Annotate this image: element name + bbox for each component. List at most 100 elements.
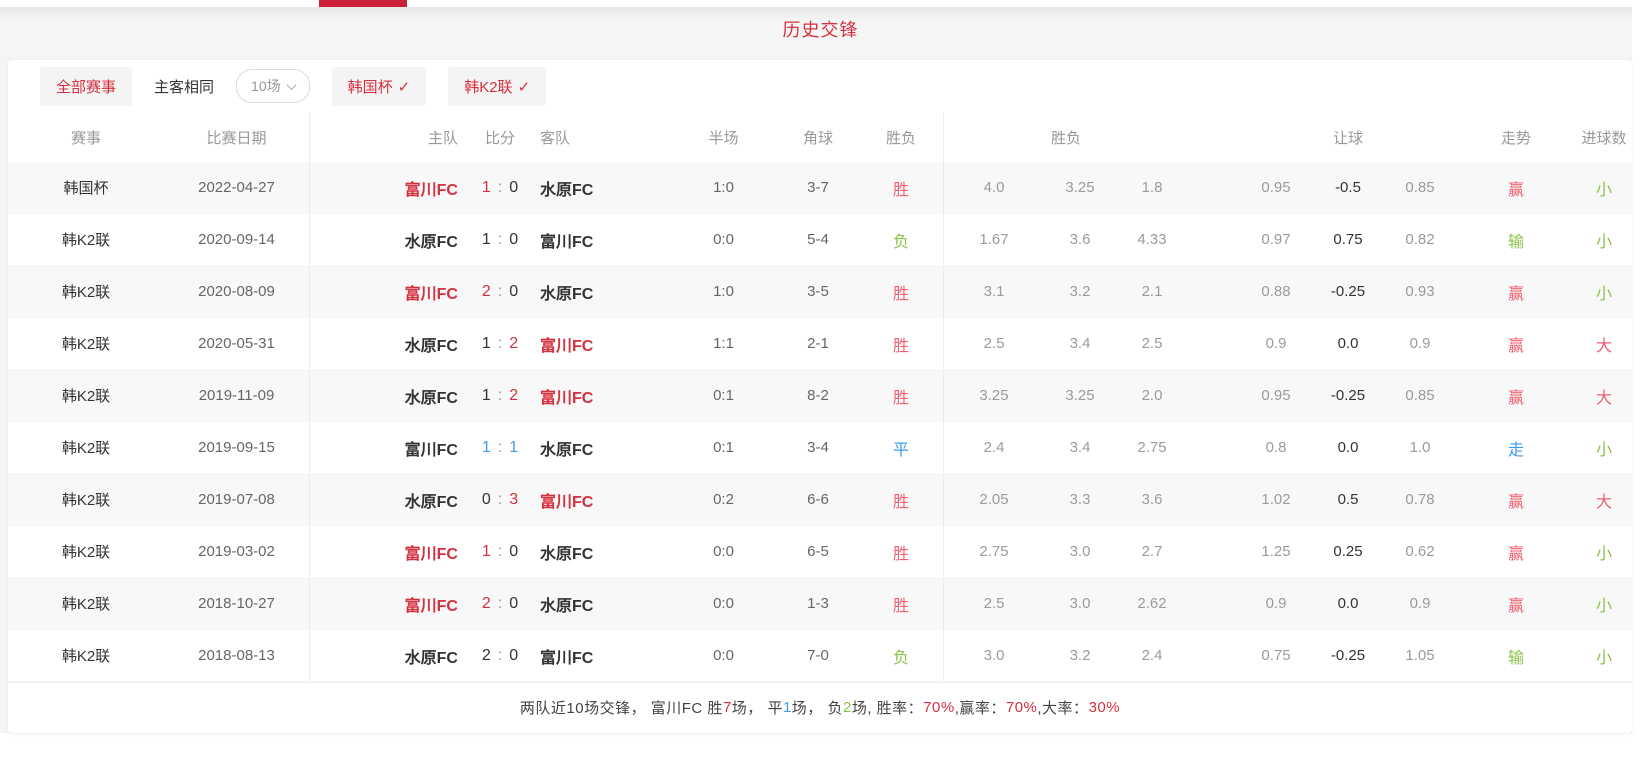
cell-spacer: [1188, 474, 1240, 525]
cell-event: 韩K2联: [61, 232, 111, 249]
cell-spacer: [1188, 630, 1240, 681]
table-row[interactable]: 韩K2联 2018-10-27 富川FC 2:0 水原FC 0:0 1-3 胜 2.5 3.0 2.…: [8, 578, 1632, 630]
table-row[interactable]: 韩K2联 2019-03-02 富川FC 1:0 水原FC 0:0 6-5 胜 2.75 3.0 2…: [8, 526, 1632, 578]
header-half: 半场: [708, 129, 739, 147]
cell-away-team: 富川FC: [540, 649, 594, 667]
cell-handicap-line: -0.25: [1330, 283, 1366, 300]
table-row[interactable]: 韩K2联 2019-07-08 水原FC 0:3 富川FC 0:2 6-6 胜 2.05 3.3 3…: [8, 474, 1632, 526]
cell-half-time: 1:0: [713, 179, 734, 196]
table-row[interactable]: 韩K2联 2019-09-15 富川FC 1:1 水原FC 0:1 3-4 平 2.4 3.4 2.…: [8, 422, 1632, 474]
cell-date: 2020-05-31: [164, 318, 310, 369]
cell-score: 2:0: [470, 266, 530, 317]
cell-half-time: 0:0: [713, 543, 734, 560]
summary-segment: 场， 平: [731, 700, 783, 717]
header-score: 比分: [484, 129, 515, 147]
table-row[interactable]: 韩国杯 2022-04-27 富川FC 1:0 水原FC 1:0 3-7 胜 4.0 3.25 1.…: [8, 162, 1632, 214]
cell-trend: 赢: [1507, 337, 1524, 355]
cell-home-team: 水原FC: [404, 233, 458, 251]
cell-spacer: [1188, 318, 1240, 369]
cell-home-team: 水原FC: [404, 337, 458, 355]
all-events-button[interactable]: 全部赛事: [40, 66, 133, 106]
check-icon: ✓: [517, 78, 531, 96]
match-count-value: 10场: [251, 78, 281, 94]
cell-odds-home: 3.0: [983, 647, 1005, 664]
cell-handicap-home: 1.02: [1261, 491, 1291, 508]
home-goals: 2: [481, 594, 491, 612]
cell-half-time: 1:0: [713, 283, 734, 300]
cell-trend: 输: [1507, 233, 1524, 251]
cup-filter-k2-league[interactable]: 韩K2联 ✓: [448, 66, 547, 106]
right-gutter: [1632, 7, 1641, 763]
table-row[interactable]: 韩K2联 2019-11-09 水原FC 1:2 富川FC 0:1 8-2 胜 3.25 3.25…: [8, 370, 1632, 422]
away-goals: 2: [509, 334, 519, 352]
summary-segment: 场， 负: [791, 700, 843, 717]
cell-handicap-line: -0.25: [1330, 387, 1366, 404]
home-goals: 1: [481, 386, 491, 404]
cell-odds-draw: 3.3: [1069, 491, 1091, 508]
cell-trend: 赢: [1507, 181, 1524, 199]
cell-odds-away: 2.5: [1141, 335, 1163, 352]
cell-away-team: 富川FC: [540, 389, 594, 407]
cell-handicap-away: 0.85: [1405, 387, 1435, 404]
home-goals: 1: [481, 230, 491, 248]
away-goals: 0: [509, 542, 519, 560]
header-event: 赛事: [70, 129, 101, 147]
cell-away-team: 水原FC: [540, 285, 594, 303]
cell-home-team: 富川FC: [404, 441, 458, 459]
cell-odds-away: 2.4: [1141, 647, 1163, 664]
home-away-same-label: 主客相同: [154, 78, 215, 96]
cell-goals: 大: [1595, 389, 1612, 407]
cell-date: 2019-11-09: [164, 370, 310, 421]
cell-corners: 6-6: [807, 491, 829, 508]
score-colon: :: [497, 490, 503, 508]
cup-filter-korea-cup[interactable]: 韩国杯 ✓: [331, 66, 427, 106]
cell-spacer: [1188, 526, 1240, 577]
header-home: 主队: [427, 129, 458, 147]
away-goals: 0: [509, 594, 519, 612]
cell-date: 2019-09-15: [164, 422, 310, 473]
cell-date: 2018-08-13: [164, 630, 310, 681]
cell-half-time: 1:1: [713, 335, 734, 352]
cell-score: 1:0: [470, 162, 530, 213]
cell-handicap-away: 0.9: [1409, 335, 1431, 352]
table-row[interactable]: 韩K2联 2020-09-14 水原FC 1:0 富川FC 0:0 5-4 负 1.67 3.6 4…: [8, 214, 1632, 266]
cell-odds-home: 3.25: [979, 387, 1009, 404]
cell-handicap-away: 1.05: [1405, 647, 1435, 664]
cell-handicap-away: 0.93: [1405, 283, 1435, 300]
summary-line: 两队近10场交锋， 富川FC 胜 7 场， 平 1 场， 负 2 场, 胜率： …: [8, 682, 1632, 732]
score-colon: :: [497, 386, 503, 404]
table-row[interactable]: 韩K2联 2020-05-31 水原FC 1:2 富川FC 1:1 2-1 胜 2.5 3.4 2.…: [8, 318, 1632, 370]
header-date: 比赛日期: [164, 112, 310, 162]
cell-trend: 赢: [1507, 597, 1524, 615]
cell-odds-draw: 3.2: [1069, 283, 1091, 300]
cell-spacer: [1188, 578, 1240, 629]
cell-result: 胜: [859, 162, 944, 213]
cell-trend: 走: [1507, 441, 1524, 459]
cell-date: 2018-10-27: [164, 578, 310, 629]
cell-odds-draw: 3.4: [1069, 439, 1091, 456]
cell-handicap-line: -0.5: [1335, 179, 1361, 196]
cell-result: 负: [859, 630, 944, 681]
cell-handicap-home: 0.97: [1261, 231, 1291, 248]
summary-segment: ,赢率：: [954, 700, 1006, 717]
table-row[interactable]: 韩K2联 2018-08-13 水原FC 2:0 富川FC 0:0 7-0 负 3.0 3.2 2.…: [8, 630, 1632, 682]
cell-odds-draw: 3.6: [1069, 231, 1091, 248]
away-goals: 0: [509, 282, 519, 300]
cell-event: 韩K2联: [61, 440, 111, 457]
summary-segment: 7: [722, 699, 732, 716]
table-row[interactable]: 韩K2联 2020-08-09 富川FC 2:0 水原FC 1:0 3-5 胜 3.1 3.2 2.…: [8, 266, 1632, 318]
cell-odds-away: 3.6: [1141, 491, 1163, 508]
cell-event: 韩K2联: [61, 648, 111, 665]
cell-home-team: 富川FC: [404, 181, 458, 199]
cell-corners: 3-5: [807, 283, 829, 300]
cell-away-team: 富川FC: [540, 233, 594, 251]
cell-corners: 7-0: [807, 647, 829, 664]
match-count-dropdown[interactable]: 10场: [236, 69, 310, 103]
cell-goals: 大: [1595, 493, 1612, 511]
score-colon: :: [497, 542, 503, 560]
cell-event: 韩K2联: [61, 492, 111, 509]
cell-corners: 6-5: [807, 543, 829, 560]
cell-trend: 输: [1507, 649, 1524, 667]
cell-away-team: 水原FC: [540, 597, 594, 615]
header-odds-group: 胜负: [1050, 129, 1081, 147]
